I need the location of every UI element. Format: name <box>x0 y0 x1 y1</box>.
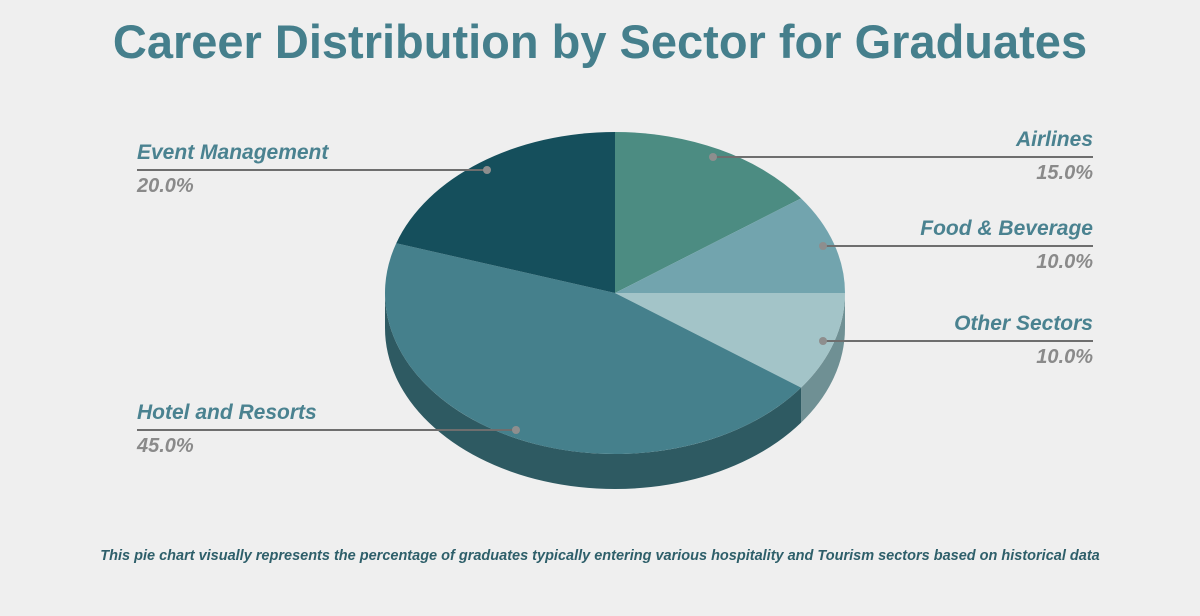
pct-event-management: 20.0% <box>137 175 194 197</box>
leader-dot-other-sectors <box>819 337 827 345</box>
leader-dot-food-beverage <box>819 242 827 250</box>
label-food-beverage: Food & Beverage <box>920 217 1093 240</box>
chart-caption: This pie chart visually represents the p… <box>100 548 1100 564</box>
pct-hotel-resorts: 45.0% <box>137 435 194 457</box>
pie-side-other-sectors <box>801 293 845 423</box>
pct-other-sectors: 10.0% <box>1036 346 1093 368</box>
pct-food-beverage: 10.0% <box>1036 251 1093 273</box>
label-hotel-resorts: Hotel and Resorts <box>137 401 317 424</box>
label-event-management: Event Management <box>137 141 329 164</box>
pie-slice-hotel-and-resorts[interactable] <box>385 243 802 454</box>
label-other-sectors: Other Sectors <box>954 312 1093 335</box>
pie-slice-event-management[interactable] <box>396 132 615 293</box>
pie-slice-other-sectors[interactable] <box>615 293 845 388</box>
pie-side-hotel-and-resorts <box>385 293 802 489</box>
leader-dot-event-management <box>483 166 491 174</box>
label-airlines: Airlines <box>1015 128 1093 151</box>
pie-slice-food-beverage[interactable] <box>615 198 845 293</box>
pct-airlines: 15.0% <box>1036 162 1093 184</box>
chart-title: Career Distribution by Sector for Gradua… <box>112 15 1088 68</box>
leader-dot-airlines <box>709 153 717 161</box>
pie-slice-airlines[interactable] <box>615 132 802 293</box>
leader-dot-hotel-and-resorts <box>512 426 520 434</box>
